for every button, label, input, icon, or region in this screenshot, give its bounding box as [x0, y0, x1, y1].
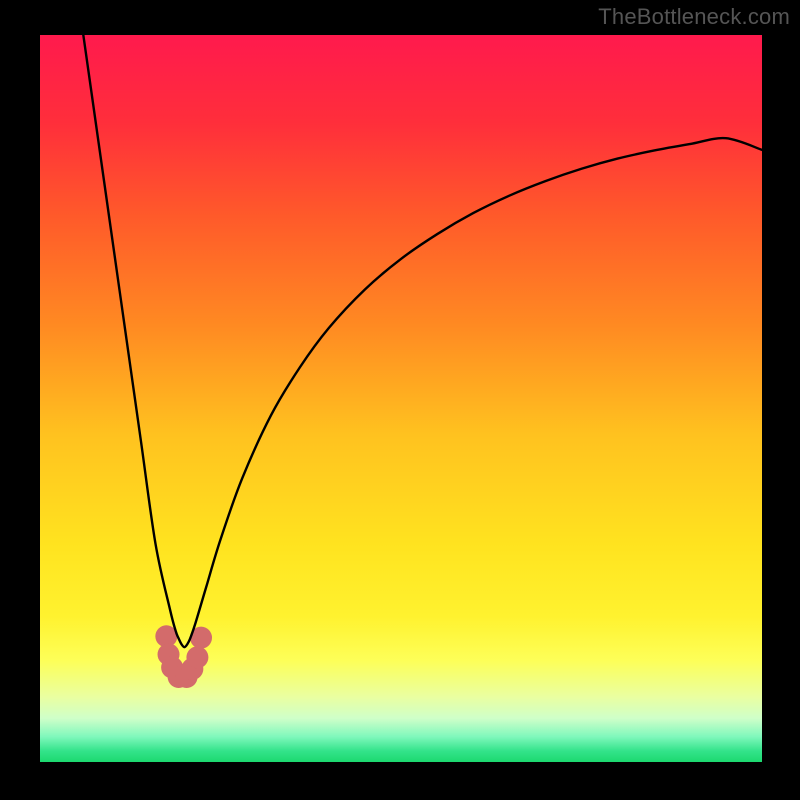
bottleneck-chart [40, 35, 762, 762]
stage: TheBottleneck.com [0, 0, 800, 800]
marker-point [186, 646, 208, 668]
chart-background [40, 35, 762, 762]
attribution-text: TheBottleneck.com [598, 4, 790, 30]
